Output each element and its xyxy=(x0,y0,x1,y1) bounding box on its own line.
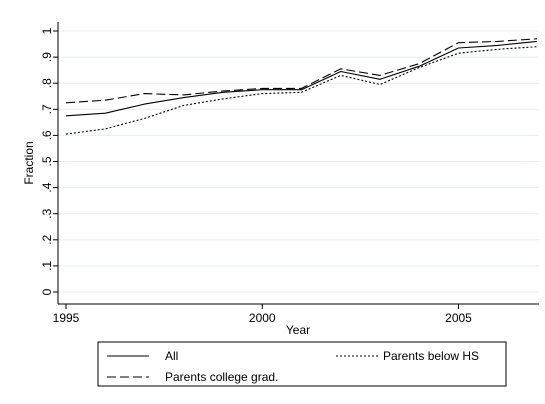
legend-box xyxy=(97,341,507,387)
series-line-0 xyxy=(65,40,538,117)
y-tick-label: .9 xyxy=(40,52,54,62)
y-axis-title: Fraction xyxy=(22,141,36,184)
legend-label-college: Parents college grad. xyxy=(165,370,278,384)
x-tick-label: 2000 xyxy=(249,311,276,325)
y-tick-label: .8 xyxy=(40,78,54,88)
y-tick-label: .4 xyxy=(40,182,54,192)
series-layer xyxy=(65,38,538,135)
x-tick-label: 1995 xyxy=(53,311,80,325)
legend-label-all: All xyxy=(165,349,178,363)
y-axis: 0 .1 .2 .3 .4 .5 .6 .7 .8 .9 1 xyxy=(40,22,59,304)
x-axis: 1995 2000 2005 xyxy=(53,303,539,325)
series-line-1 xyxy=(65,46,538,135)
y-tick-label: 1 xyxy=(40,27,54,34)
y-tick-label: .3 xyxy=(40,208,54,218)
x-axis-title: Year xyxy=(286,323,310,337)
gridlines xyxy=(58,30,539,293)
y-tick-label: .7 xyxy=(40,104,54,114)
y-tick-label: .5 xyxy=(40,156,54,166)
legend: All Parents below HS Parents college gra… xyxy=(97,341,507,387)
series-line-2 xyxy=(65,38,538,104)
x-tick-label: 2005 xyxy=(445,311,472,325)
legend-label-below-hs: Parents below HS xyxy=(383,349,479,363)
y-tick-label: 0 xyxy=(40,288,54,295)
y-tick-label: .2 xyxy=(40,234,54,244)
y-tick-label: .6 xyxy=(40,130,54,140)
y-tick-label: .1 xyxy=(40,261,54,271)
plot-area xyxy=(58,22,539,304)
